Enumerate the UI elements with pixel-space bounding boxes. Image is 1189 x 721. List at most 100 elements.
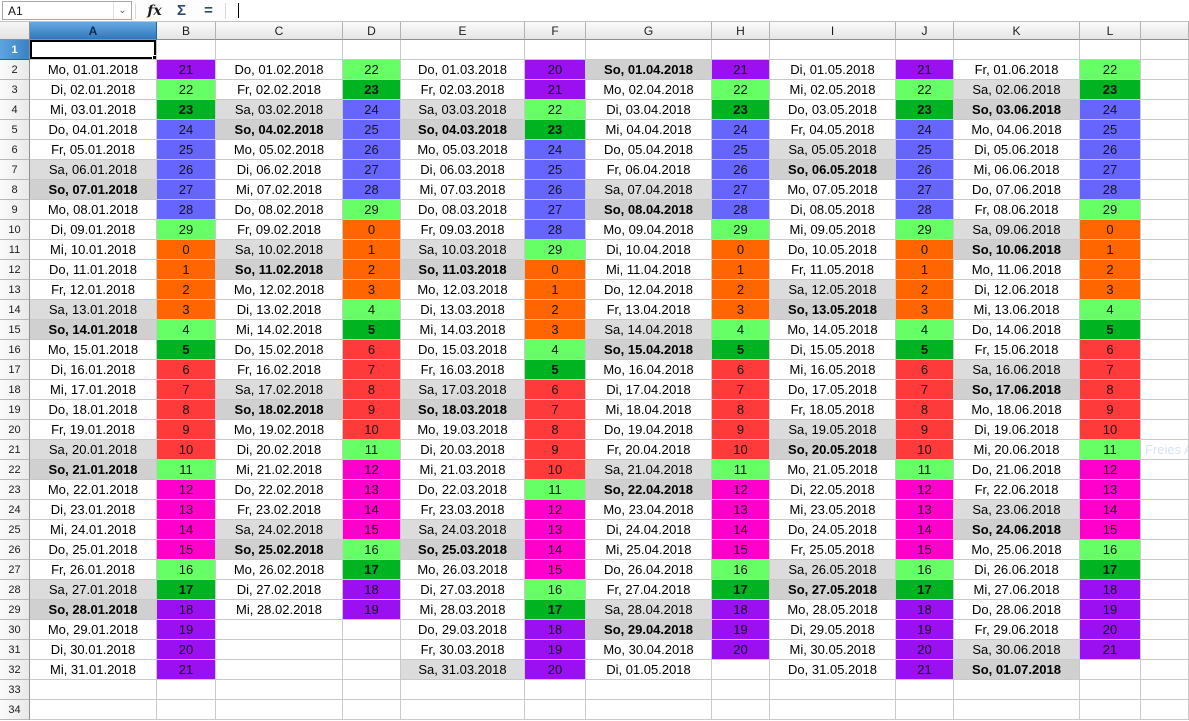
cell-L20[interactable]: 10 [1080, 420, 1141, 440]
cell-A30[interactable]: Mo, 29.01.2018 [30, 620, 157, 640]
cell-B22[interactable]: 11 [157, 460, 216, 480]
cell-D21[interactable]: 11 [343, 440, 401, 460]
row-header-26[interactable]: 26 [0, 540, 30, 560]
cell-D20[interactable]: 10 [343, 420, 401, 440]
cell-H27[interactable]: 16 [712, 560, 770, 580]
cell-G27[interactable]: Do, 26.04.2018 [586, 560, 712, 580]
cell-L21[interactable]: 11 [1080, 440, 1141, 460]
cell-C6[interactable]: Mo, 05.02.2018 [216, 140, 343, 160]
cell-J27[interactable]: 16 [896, 560, 954, 580]
cell-J6[interactable]: 25 [896, 140, 954, 160]
cell-M10[interactable] [1141, 220, 1189, 240]
cell-I2[interactable]: Di, 01.05.2018 [770, 60, 896, 80]
cell-H24[interactable]: 13 [712, 500, 770, 520]
cell-J4[interactable]: 23 [896, 100, 954, 120]
cell-I23[interactable]: Di, 22.05.2018 [770, 480, 896, 500]
cell-L13[interactable]: 3 [1080, 280, 1141, 300]
row-header-18[interactable]: 18 [0, 380, 30, 400]
cell-G25[interactable]: Di, 24.04.2018 [586, 520, 712, 540]
cell-E9[interactable]: Do, 08.03.2018 [401, 200, 525, 220]
cell-C11[interactable]: Sa, 10.02.2018 [216, 240, 343, 260]
cell-I8[interactable]: Mo, 07.05.2018 [770, 180, 896, 200]
cell-C25[interactable]: Sa, 24.02.2018 [216, 520, 343, 540]
cell-C12[interactable]: So, 11.02.2018 [216, 260, 343, 280]
cell-I5[interactable]: Fr, 04.05.2018 [770, 120, 896, 140]
cell-C31[interactable] [216, 640, 343, 660]
cell-H29[interactable]: 18 [712, 600, 770, 620]
row-header-32[interactable]: 32 [0, 660, 30, 680]
cell-M4[interactable] [1141, 100, 1189, 120]
cell-J33[interactable] [896, 680, 954, 700]
cell-I20[interactable]: Sa, 19.05.2018 [770, 420, 896, 440]
cell-M6[interactable] [1141, 140, 1189, 160]
cell-E20[interactable]: Mo, 19.03.2018 [401, 420, 525, 440]
cell-D28[interactable]: 18 [343, 580, 401, 600]
cell-I4[interactable]: Do, 03.05.2018 [770, 100, 896, 120]
cell-D33[interactable] [343, 680, 401, 700]
cell-D25[interactable]: 15 [343, 520, 401, 540]
cell-F19[interactable]: 7 [525, 400, 586, 420]
cell-B17[interactable]: 6 [157, 360, 216, 380]
row-header-17[interactable]: 17 [0, 360, 30, 380]
cell-I9[interactable]: Di, 08.05.2018 [770, 200, 896, 220]
cell-K6[interactable]: Di, 05.06.2018 [954, 140, 1080, 160]
cell-L15[interactable]: 5 [1080, 320, 1141, 340]
cell-D23[interactable]: 13 [343, 480, 401, 500]
cell-K25[interactable]: So, 24.06.2018 [954, 520, 1080, 540]
cell-F9[interactable]: 27 [525, 200, 586, 220]
row-header-4[interactable]: 4 [0, 100, 30, 120]
cell-A17[interactable]: Di, 16.01.2018 [30, 360, 157, 380]
cell-L7[interactable]: 27 [1080, 160, 1141, 180]
cell-D4[interactable]: 24 [343, 100, 401, 120]
cell-C21[interactable]: Di, 20.02.2018 [216, 440, 343, 460]
cell-E5[interactable]: So, 04.03.2018 [401, 120, 525, 140]
cell-I12[interactable]: Fr, 11.05.2018 [770, 260, 896, 280]
row-header-19[interactable]: 19 [0, 400, 30, 420]
cell-C3[interactable]: Fr, 02.02.2018 [216, 80, 343, 100]
cell-I15[interactable]: Mo, 14.05.2018 [770, 320, 896, 340]
cell-K5[interactable]: Mo, 04.06.2018 [954, 120, 1080, 140]
cell-B14[interactable]: 3 [157, 300, 216, 320]
cell-A13[interactable]: Fr, 12.01.2018 [30, 280, 157, 300]
cell-K29[interactable]: Do, 28.06.2018 [954, 600, 1080, 620]
cell-A3[interactable]: Di, 02.01.2018 [30, 80, 157, 100]
row-header-24[interactable]: 24 [0, 500, 30, 520]
cell-B12[interactable]: 1 [157, 260, 216, 280]
cell-I21[interactable]: So, 20.05.2018 [770, 440, 896, 460]
row-header-15[interactable]: 15 [0, 320, 30, 340]
cell-B18[interactable]: 7 [157, 380, 216, 400]
cell-E32[interactable]: Sa, 31.03.2018 [401, 660, 525, 680]
cell-K20[interactable]: Di, 19.06.2018 [954, 420, 1080, 440]
cell-G12[interactable]: Mi, 11.04.2018 [586, 260, 712, 280]
cell-K3[interactable]: Sa, 02.06.2018 [954, 80, 1080, 100]
cell-E33[interactable] [401, 680, 525, 700]
cell-F23[interactable]: 11 [525, 480, 586, 500]
cell-D6[interactable]: 26 [343, 140, 401, 160]
cell-K7[interactable]: Mi, 06.06.2018 [954, 160, 1080, 180]
cell-L26[interactable]: 16 [1080, 540, 1141, 560]
cell-J11[interactable]: 0 [896, 240, 954, 260]
cell-B26[interactable]: 15 [157, 540, 216, 560]
cell-C2[interactable]: Do, 01.02.2018 [216, 60, 343, 80]
cell-M32[interactable] [1141, 660, 1189, 680]
cell-D13[interactable]: 3 [343, 280, 401, 300]
cell-D34[interactable] [343, 700, 401, 720]
cell-F33[interactable] [525, 680, 586, 700]
cell-F17[interactable]: 5 [525, 360, 586, 380]
cell-J5[interactable]: 24 [896, 120, 954, 140]
cell-D14[interactable]: 4 [343, 300, 401, 320]
cell-I13[interactable]: Sa, 12.05.2018 [770, 280, 896, 300]
cell-B8[interactable]: 27 [157, 180, 216, 200]
cell-D11[interactable]: 1 [343, 240, 401, 260]
cell-F18[interactable]: 6 [525, 380, 586, 400]
cell-H33[interactable] [712, 680, 770, 700]
cell-K4[interactable]: So, 03.06.2018 [954, 100, 1080, 120]
cell-J8[interactable]: 27 [896, 180, 954, 200]
row-header-13[interactable]: 13 [0, 280, 30, 300]
cell-E27[interactable]: Mo, 26.03.2018 [401, 560, 525, 580]
cell-G3[interactable]: Mo, 02.04.2018 [586, 80, 712, 100]
cell-K2[interactable]: Fr, 01.06.2018 [954, 60, 1080, 80]
cell-A27[interactable]: Fr, 26.01.2018 [30, 560, 157, 580]
cell-B30[interactable]: 19 [157, 620, 216, 640]
cell-F32[interactable]: 20 [525, 660, 586, 680]
